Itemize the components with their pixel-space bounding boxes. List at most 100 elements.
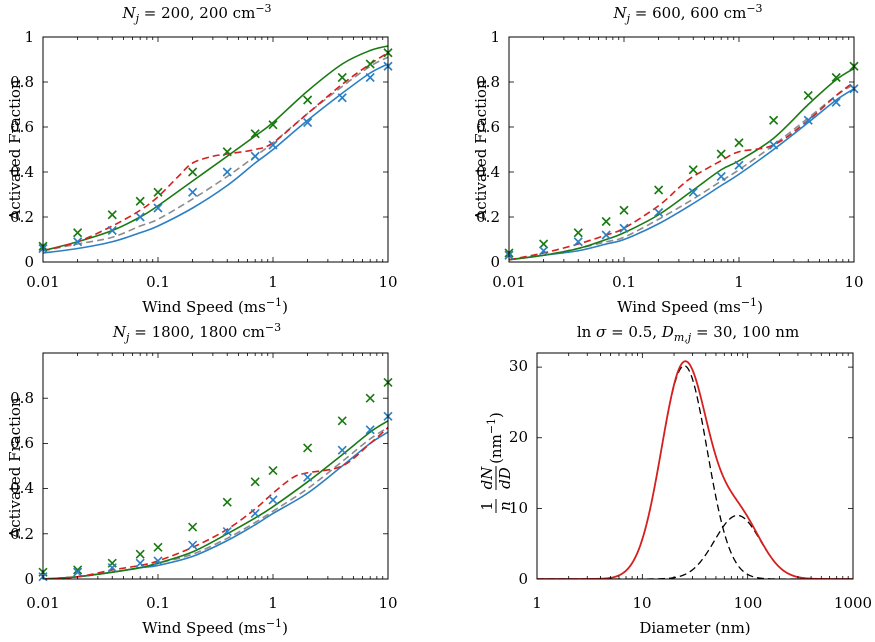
x-axis-label: Wind Speed (ms−1) — [142, 617, 288, 637]
y-tick-label: 0 — [24, 570, 34, 588]
tick-marks — [508, 36, 854, 263]
data-point-blue-x — [365, 425, 375, 435]
tick-marks — [536, 353, 853, 580]
svg-text:(nm−1): (nm−1) — [485, 412, 505, 464]
data-point-blue-x — [250, 508, 260, 519]
series-line-blue-solid — [43, 431, 388, 579]
panel-title: Nj = 600, 600 cm−3 — [612, 2, 762, 25]
x-tick-label: 1 — [268, 273, 278, 291]
y-tick-label: 20 — [509, 428, 528, 446]
data-point-green-x — [539, 239, 549, 249]
data-point-blue-x — [268, 140, 278, 150]
data-point-blue-x — [222, 167, 232, 177]
y-tick-label: 0.8 — [10, 73, 34, 91]
series-line-green-solid — [43, 45, 388, 252]
axes-box — [42, 36, 389, 263]
data-point-blue-x — [734, 160, 744, 170]
y-tick-label: 0.8 — [10, 389, 34, 407]
data-point-blue-x — [303, 472, 313, 482]
x-tick-label: 1 — [268, 594, 278, 612]
data-point-blue-x — [268, 495, 278, 505]
y-tick-label: 0 — [518, 570, 528, 588]
tick-marks — [42, 36, 388, 263]
plot-area — [537, 360, 853, 579]
panel-nj-600: Nj = 600, 600 cm−3 0.01 0.1 1 10 0 0.2 0… — [472, 2, 864, 316]
y-tick-label: 1 — [490, 28, 500, 46]
data-point-green-x — [601, 216, 611, 227]
data-point-blue-x — [135, 212, 145, 222]
y-tick-label: 0 — [490, 253, 500, 271]
data-point-blue-x — [716, 171, 726, 182]
series-line-red-dashed — [509, 81, 854, 261]
data-point-blue-x — [654, 207, 664, 218]
svg-text:dN: dN — [478, 466, 496, 490]
y-tick-label: 30 — [509, 357, 528, 375]
svg-text:dD: dD — [496, 467, 514, 489]
data-point-blue-x — [188, 187, 198, 197]
x-tick-label: 0.1 — [146, 594, 170, 612]
data-point-green-x — [73, 565, 83, 575]
data-point-green-x — [831, 72, 841, 83]
data-point-green-x — [365, 59, 375, 69]
x-axis-label: Wind Speed (ms−1) — [142, 296, 288, 316]
data-point-blue-x — [601, 230, 611, 240]
x-tick-label: 10 — [844, 273, 863, 291]
data-point-blue-x — [573, 237, 583, 247]
data-point-blue-x — [107, 225, 117, 236]
y-tick-label: 0.2 — [476, 208, 500, 226]
data-point-green-x — [734, 138, 744, 148]
panel-title: Nj = 1800, 1800 cm−3 — [112, 321, 281, 344]
series-line-green-solid — [509, 67, 854, 261]
tick-marks — [42, 353, 388, 580]
series-line-gray-dashed — [43, 426, 388, 579]
data-point-green-x — [73, 228, 83, 238]
x-axis-label: Diameter (nm) — [639, 619, 750, 637]
data-point-green-x — [222, 497, 232, 507]
data-point-green-x — [268, 120, 278, 130]
y-tick-label: 0.4 — [10, 479, 34, 497]
series-line-black-dashed — [537, 365, 853, 579]
data-point-blue-x — [153, 556, 163, 566]
data-point-green-x — [188, 522, 198, 532]
panel-title: Nj = 200, 200 cm−3 — [121, 2, 271, 25]
data-point-blue-x — [803, 115, 813, 125]
svg-text:1: 1 — [478, 501, 496, 511]
data-point-green-x — [688, 165, 698, 175]
data-point-green-x — [573, 228, 583, 238]
y-axis-label: Activated Fraction — [472, 79, 490, 222]
data-point-green-x — [135, 549, 145, 559]
y-tick-label: 0 — [24, 253, 34, 271]
data-point-blue-x — [831, 97, 841, 107]
data-point-green-x — [619, 205, 629, 215]
y-axis-label: Activated Fraction — [6, 79, 24, 222]
axes-box — [536, 352, 854, 580]
series-line-red-dashed — [43, 52, 388, 252]
panel-size-distribution: ln σ = 0.5, Dm,j = 30, 100 nm 1 10 100 1… — [478, 323, 872, 637]
data-point-green-x — [222, 147, 232, 157]
data-point-blue-x — [688, 187, 698, 197]
panel-nj-1800: Nj = 1800, 1800 cm−3 0.01 0.1 1 10 0 0.2… — [6, 321, 398, 637]
x-tick-label: 10 — [632, 594, 651, 612]
series-line-black-dashed — [537, 514, 853, 579]
data-point-blue-x — [303, 117, 313, 128]
y-tick-label: 10 — [509, 499, 528, 517]
y-tick-label: 0.4 — [10, 163, 34, 181]
y-axis-label: Activated Fraction — [6, 397, 24, 540]
x-tick-label: 1 — [532, 594, 542, 612]
data-point-blue-x — [188, 540, 198, 550]
series-line-red-solid — [537, 360, 853, 579]
x-tick-label: 1 — [734, 273, 744, 291]
data-point-green-x — [769, 115, 779, 125]
series-line-red-dashed — [43, 426, 388, 579]
data-point-green-x — [337, 72, 347, 83]
y-tick-label: 0.8 — [476, 73, 500, 91]
data-point-green-x — [153, 187, 163, 197]
svg-text:n: n — [496, 501, 514, 511]
data-point-green-x — [365, 393, 375, 403]
x-tick-label: 1000 — [834, 594, 872, 612]
panel-nj-200: Nj = 200, 200 cm−3 0.01 0.1 1 10 0 0.2 0… — [6, 2, 398, 316]
data-point-blue-x — [135, 558, 145, 568]
x-tick-label: 0.01 — [26, 594, 59, 612]
data-point-blue-x — [250, 151, 260, 161]
